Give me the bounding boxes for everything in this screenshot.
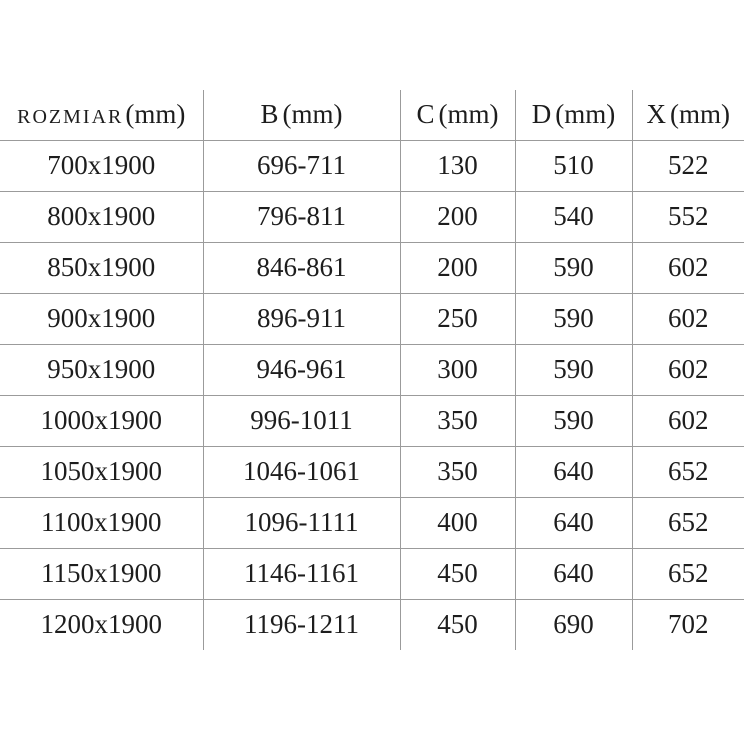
cell-d: 590 — [515, 395, 633, 447]
cell-x: 602 — [632, 293, 744, 345]
cell-rozmiar: 700x1900 — [0, 140, 204, 192]
table-row: 700x1900 696-711 130 510 522 — [0, 140, 744, 192]
column-header-d-unit: (mm) — [555, 99, 616, 130]
cell-c: 130 — [400, 140, 516, 192]
cell-rozmiar: 1200x1900 — [0, 599, 204, 650]
cell-d: 590 — [515, 344, 633, 396]
table-row: 950x1900 946-961 300 590 602 — [0, 344, 744, 396]
cell-b: 796-811 — [203, 191, 401, 243]
column-header-rozmiar-label: ROZMIAR — [17, 106, 124, 129]
cell-b: 996-1011 — [203, 395, 401, 447]
cell-b: 1096-1111 — [203, 497, 401, 549]
cell-d: 510 — [515, 140, 633, 192]
cell-b: 1046-1061 — [203, 446, 401, 498]
cell-b: 946-961 — [203, 344, 401, 396]
cell-rozmiar: 850x1900 — [0, 242, 204, 294]
cell-d: 640 — [515, 497, 633, 549]
cell-b: 846-861 — [203, 242, 401, 294]
table-row: 800x1900 796-811 200 540 552 — [0, 191, 744, 243]
column-header-x-unit: (mm) — [670, 99, 730, 130]
cell-c: 450 — [400, 548, 516, 600]
cell-c: 250 — [400, 293, 516, 345]
column-header-c-unit: (mm) — [438, 99, 499, 130]
column-header-rozmiar: ROZMIAR(mm) — [0, 90, 204, 141]
cell-x: 652 — [632, 446, 744, 498]
column-header-d-label: D — [531, 99, 552, 130]
cell-rozmiar: 950x1900 — [0, 344, 204, 396]
cell-x: 652 — [632, 497, 744, 549]
cell-b: 1196-1211 — [203, 599, 401, 650]
column-header-x-label: X — [646, 99, 667, 130]
table-row: 1050x1900 1046-1061 350 640 652 — [0, 446, 744, 498]
cell-c: 350 — [400, 446, 516, 498]
cell-x: 702 — [668, 609, 709, 640]
column-header-c-label: C — [416, 99, 435, 130]
column-header-c: C (mm) — [400, 90, 516, 141]
table-row: 1100x1900 1096-1111 400 640 652 — [0, 497, 744, 549]
cell-c: 200 — [400, 242, 516, 294]
cell-rozmiar: 1100x1900 — [0, 497, 204, 549]
cell-x: 602 — [632, 395, 744, 447]
cell-c: 450 — [400, 599, 516, 650]
cell-d: 640 — [515, 548, 633, 600]
cell-b: 896-911 — [203, 293, 401, 345]
column-header-b-label: B — [260, 99, 279, 130]
cell-rozmiar: 800x1900 — [0, 191, 204, 243]
table-row: 900x1900 896-911 250 590 602 — [0, 293, 744, 345]
cell-d: 690 — [515, 599, 633, 650]
cell-b: 696-711 — [203, 140, 401, 192]
cell-x: 652 — [632, 548, 744, 600]
cell-x: 552 — [632, 191, 744, 243]
column-header-b: B (mm) — [203, 90, 401, 141]
cell-d: 590 — [515, 242, 633, 294]
column-header-x: X (mm) — [632, 90, 744, 141]
header-row: ROZMIAR(mm) B (mm) C (mm) D (mm) X (mm) — [0, 90, 744, 141]
cell-x: 602 — [632, 242, 744, 294]
cell-c: 300 — [400, 344, 516, 396]
table-row: 850x1900 846-861 200 590 602 — [0, 242, 744, 294]
cell-d: 590 — [515, 293, 633, 345]
cell-c: 200 — [400, 191, 516, 243]
column-header-rozmiar-unit: (mm) — [125, 99, 186, 130]
cell-rozmiar: 1000x1900 — [0, 395, 204, 447]
column-header-b-unit: (mm) — [282, 99, 343, 130]
cell-x: 522 — [632, 140, 744, 192]
cell-d: 540 — [515, 191, 633, 243]
cell-b: 1146-1161 — [203, 548, 401, 600]
table-row: 1000x1900 996-1011 350 590 602 — [0, 395, 744, 447]
cell-rozmiar: 1150x1900 — [0, 548, 204, 600]
cell-x: 602 — [632, 344, 744, 396]
cell-d: 640 — [515, 446, 633, 498]
dimensions-table: ROZMIAR(mm) B (mm) C (mm) D (mm) X (mm) 700x… — [0, 90, 744, 650]
cell-c: 400 — [400, 497, 516, 549]
cell-rozmiar: 900x1900 — [0, 293, 204, 345]
table-row: 1200x1900 1196-1211 450 690 702 — [0, 599, 744, 650]
cell-rozmiar: 1050x1900 — [0, 446, 204, 498]
column-header-d: D (mm) — [515, 90, 633, 141]
table-row: 1150x1900 1146-1161 450 640 652 — [0, 548, 744, 600]
cell-c: 350 — [400, 395, 516, 447]
